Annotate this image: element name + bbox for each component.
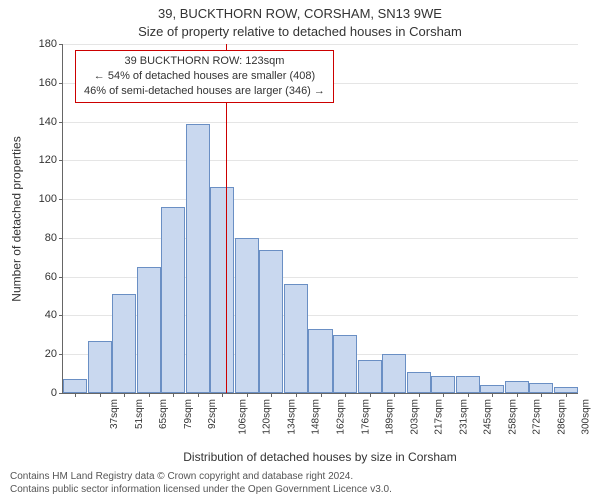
x-tick-mark — [296, 393, 297, 397]
plot-area: 39 BUCKTHORN ROW: 123sqm ← 54% of detach… — [62, 44, 578, 394]
x-tick-label: 79sqm — [183, 399, 194, 429]
x-tick-mark — [492, 393, 493, 397]
x-tick-label: 272sqm — [532, 399, 543, 435]
y-tick-mark — [59, 199, 63, 200]
chart-title-line2: Size of property relative to detached ho… — [0, 24, 600, 39]
annotation-line3: 46% of semi-detached houses are larger (… — [84, 84, 325, 99]
y-tick-label: 40 — [45, 309, 57, 321]
gridline — [63, 122, 578, 123]
x-tick-label: 106sqm — [237, 399, 248, 435]
histogram-bar — [161, 207, 185, 393]
histogram-bar — [88, 341, 112, 393]
histogram-bar — [431, 376, 455, 393]
x-tick-mark — [394, 393, 395, 397]
x-tick-mark — [100, 393, 101, 397]
histogram-bar — [358, 360, 382, 393]
x-tick-mark — [271, 393, 272, 397]
y-tick-label: 60 — [45, 271, 57, 283]
chart-title-line1: 39, BUCKTHORN ROW, CORSHAM, SN13 9WE — [0, 6, 600, 21]
x-tick-label: 258sqm — [507, 399, 518, 435]
x-tick-mark — [149, 393, 150, 397]
x-tick-mark — [370, 393, 371, 397]
y-tick-mark — [59, 160, 63, 161]
x-tick-mark — [222, 393, 223, 397]
y-axis-label: Number of detached properties — [8, 44, 26, 394]
histogram-bar — [259, 250, 283, 393]
histogram-bar — [63, 379, 87, 393]
y-tick-label: 140 — [39, 116, 57, 128]
x-tick-mark — [345, 393, 346, 397]
histogram-bar — [308, 329, 332, 393]
x-tick-mark — [419, 393, 420, 397]
footer-line3: Contains public sector information licen… — [10, 484, 392, 497]
footer-line1: Contains HM Land Registry data © Crown c… — [10, 471, 392, 484]
x-tick-label: 51sqm — [134, 399, 145, 429]
histogram-bar — [210, 187, 234, 393]
y-tick-label: 80 — [45, 232, 57, 244]
x-tick-label: 176sqm — [360, 399, 371, 435]
gridline — [63, 44, 578, 45]
x-tick-label: 189sqm — [385, 399, 396, 435]
y-tick-label: 20 — [45, 348, 57, 360]
x-tick-label: 300sqm — [581, 399, 592, 435]
y-tick-mark — [59, 354, 63, 355]
x-tick-label: 245sqm — [483, 399, 494, 435]
x-tick-label: 92sqm — [207, 399, 218, 429]
x-tick-label: 37sqm — [109, 399, 120, 429]
annotation-line1: 39 BUCKTHORN ROW: 123sqm — [84, 54, 325, 69]
footer-text: Contains HM Land Registry data © Crown c… — [10, 471, 392, 496]
histogram-bar — [186, 124, 210, 394]
x-tick-mark — [541, 393, 542, 397]
x-tick-mark — [517, 393, 518, 397]
x-tick-mark — [443, 393, 444, 397]
x-tick-label: 148sqm — [311, 399, 322, 435]
x-tick-mark — [198, 393, 199, 397]
y-tick-mark — [59, 238, 63, 239]
y-tick-label: 0 — [51, 387, 57, 399]
x-tick-label: 134sqm — [287, 399, 298, 435]
y-tick-mark — [59, 315, 63, 316]
x-axis-label: Distribution of detached houses by size … — [62, 450, 578, 464]
gridline — [63, 199, 578, 200]
x-tick-label: 120sqm — [262, 399, 273, 435]
histogram-bar — [480, 385, 504, 393]
histogram-bar — [505, 381, 529, 393]
y-tick-mark — [59, 277, 63, 278]
histogram-bar — [112, 294, 136, 393]
histogram-bar — [137, 267, 161, 393]
y-tick-mark — [59, 44, 63, 45]
annotation-line2: ← 54% of detached houses are smaller (40… — [84, 69, 325, 84]
histogram-bar — [284, 284, 308, 393]
y-tick-label: 180 — [39, 38, 57, 50]
x-tick-mark — [247, 393, 248, 397]
x-tick-mark — [321, 393, 322, 397]
histogram-bar — [529, 383, 553, 393]
gridline — [63, 238, 578, 239]
x-tick-label: 162sqm — [336, 399, 347, 435]
histogram-bar — [456, 376, 480, 393]
histogram-bar — [407, 372, 431, 393]
x-tick-mark — [173, 393, 174, 397]
y-tick-label: 160 — [39, 77, 57, 89]
histogram-bar — [235, 238, 259, 393]
y-tick-mark — [59, 83, 63, 84]
y-tick-label: 100 — [39, 193, 57, 205]
x-tick-label: 231sqm — [458, 399, 469, 435]
x-tick-label: 217sqm — [434, 399, 445, 435]
x-tick-label: 286sqm — [556, 399, 567, 435]
annotation-box: 39 BUCKTHORN ROW: 123sqm ← 54% of detach… — [75, 50, 334, 103]
x-tick-mark — [566, 393, 567, 397]
chart-root: 39, BUCKTHORN ROW, CORSHAM, SN13 9WE Siz… — [0, 0, 600, 500]
x-tick-label: 203sqm — [409, 399, 420, 435]
x-tick-mark — [468, 393, 469, 397]
histogram-bar — [382, 354, 406, 393]
y-tick-label: 120 — [39, 154, 57, 166]
x-tick-mark — [75, 393, 76, 397]
histogram-bar — [333, 335, 357, 393]
x-tick-label: 65sqm — [158, 399, 169, 429]
y-tick-mark — [59, 393, 63, 394]
gridline — [63, 160, 578, 161]
y-tick-mark — [59, 122, 63, 123]
x-tick-mark — [124, 393, 125, 397]
